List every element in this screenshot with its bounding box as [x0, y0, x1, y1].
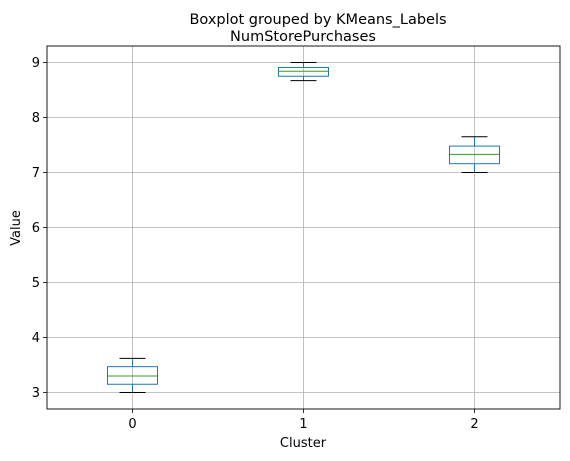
box-group-2 — [449, 136, 500, 173]
x-tick-label: 0 — [128, 417, 136, 432]
x-tick-label: 1 — [299, 417, 307, 432]
iqr-box — [449, 145, 500, 165]
y-tick-label: 5 — [32, 276, 40, 291]
y-tick-label: 8 — [32, 111, 40, 126]
iqr-box — [278, 66, 329, 77]
chart-suptitle: Boxplot grouped by KMeans_Labels — [189, 12, 446, 28]
box-series — [107, 62, 500, 393]
y-axis-label: Value — [9, 210, 24, 246]
y-tick-label: 9 — [32, 56, 40, 71]
y-tick-label: 6 — [32, 221, 40, 236]
grid-lines — [47, 46, 560, 409]
y-tick-label: 7 — [32, 166, 40, 181]
box-group-1 — [278, 62, 329, 82]
x-tick-label: 2 — [470, 417, 478, 432]
y-tick-label: 3 — [32, 386, 40, 401]
y-tick-label: 4 — [32, 331, 40, 346]
box-group-0 — [107, 357, 158, 393]
x-axis-label: Cluster — [280, 436, 327, 451]
iqr-box — [107, 366, 158, 385]
axis-ticks: 3 4 5 6 7 8 9 0 1 2 — [32, 56, 479, 432]
chart-title: NumStorePurchases — [230, 29, 376, 45]
